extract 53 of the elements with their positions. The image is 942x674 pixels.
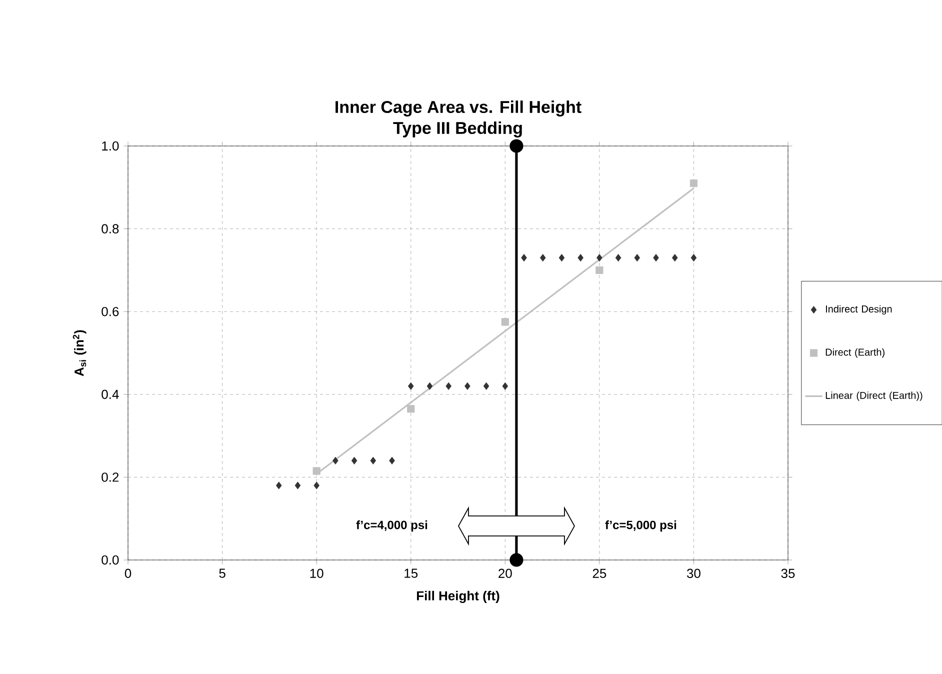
chart-subtitle: Type III Bedding bbox=[393, 122, 522, 138]
point bbox=[596, 254, 602, 262]
legend-label: Indirect Design bbox=[826, 305, 892, 315]
point bbox=[312, 467, 320, 475]
point bbox=[634, 254, 640, 262]
y-tick-label: 1.0 bbox=[102, 141, 119, 151]
point bbox=[615, 254, 622, 262]
point bbox=[276, 482, 282, 490]
point bbox=[690, 179, 698, 188]
annotation: f’c=4,000 psi bbox=[356, 520, 428, 532]
x-tick-label: 20 bbox=[498, 568, 512, 578]
point bbox=[389, 456, 395, 464]
chart-title: Inner Cage Area vs. Fill Height bbox=[336, 100, 582, 116]
y-tick-label: 0.8 bbox=[102, 224, 119, 234]
legend-label: Direct (Earth) bbox=[826, 348, 884, 358]
point bbox=[332, 456, 338, 464]
x-tick-label: 10 bbox=[310, 568, 324, 578]
point bbox=[558, 254, 565, 262]
point bbox=[690, 254, 697, 262]
x-tick-label: 35 bbox=[781, 568, 795, 578]
point bbox=[521, 254, 527, 262]
y-tick-label: 0.0 bbox=[102, 555, 119, 565]
point bbox=[540, 254, 546, 262]
y-tick-label: 0.4 bbox=[102, 390, 119, 399]
point bbox=[483, 382, 490, 390]
point bbox=[370, 456, 376, 464]
point bbox=[464, 382, 470, 390]
point bbox=[578, 254, 584, 262]
point bbox=[314, 482, 320, 490]
point bbox=[446, 382, 452, 390]
point bbox=[408, 382, 414, 390]
x-tick-label: 15 bbox=[404, 568, 418, 578]
point bbox=[510, 139, 524, 153]
point bbox=[426, 382, 433, 390]
x-tick-label: 30 bbox=[686, 568, 700, 578]
x-axis-title: Fill Height (ft) bbox=[416, 590, 500, 604]
point bbox=[653, 254, 659, 262]
point bbox=[407, 405, 415, 413]
point bbox=[351, 456, 358, 464]
point bbox=[294, 482, 301, 490]
point bbox=[501, 318, 509, 326]
point bbox=[672, 254, 678, 262]
x-tick-label: 5 bbox=[219, 568, 226, 578]
point bbox=[502, 382, 508, 390]
annotation: f’c=5,000 psi bbox=[605, 520, 676, 532]
legend-label: Linear (Direct (Earth)) bbox=[826, 392, 922, 401]
y-axis-title: A$_{si}$ (in$^{2}$) bbox=[72, 330, 86, 376]
x-tick-label: 25 bbox=[592, 568, 606, 578]
point bbox=[510, 553, 524, 567]
x-tick-label: 0 bbox=[124, 568, 132, 578]
point bbox=[596, 266, 604, 274]
y-tick-label: 0.2 bbox=[102, 472, 119, 482]
y-tick-label: 0.6 bbox=[102, 306, 119, 316]
